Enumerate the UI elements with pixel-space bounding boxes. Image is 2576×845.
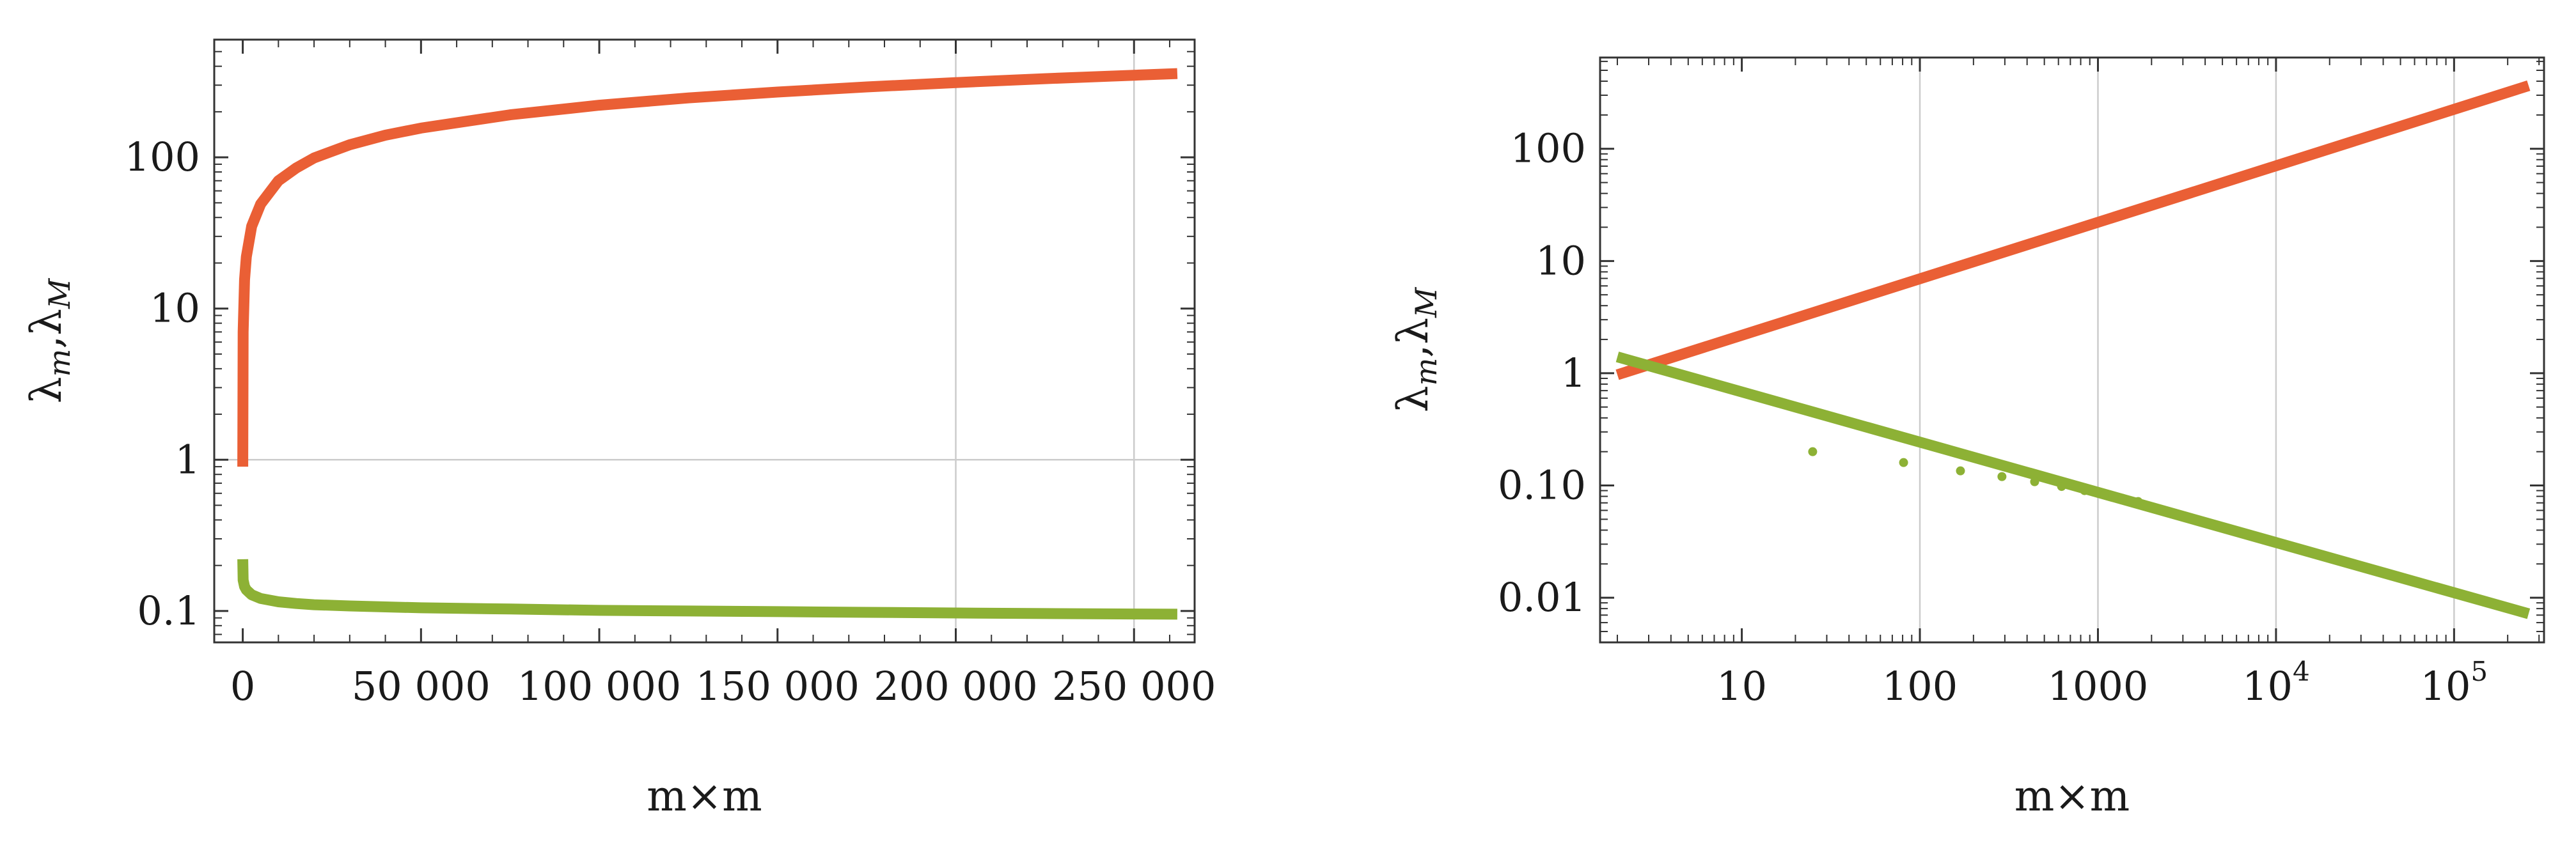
x-tick-label: 10: [1716, 663, 1767, 709]
x-tick-label-text: 10: [2242, 663, 2293, 709]
x-tick-label-text: 50 000: [352, 663, 491, 709]
x-tick-label: 0: [230, 663, 255, 709]
x-tick-label: 100 000: [517, 663, 681, 709]
x-axis-title: m×m: [647, 771, 762, 821]
x-tick-label-text: 0: [230, 663, 255, 709]
x-tick-label-text: 250 000: [1052, 663, 1216, 709]
x-axis-title: m×m: [2014, 771, 2130, 821]
gridlines: [214, 40, 1195, 642]
plot-frame: [213, 38, 1196, 644]
x-tick-label-text: 100 000: [517, 663, 681, 709]
lower-series-point: [2030, 477, 2039, 486]
lower-series-point: [1808, 447, 1818, 456]
y-axis-title-sub-M: M: [42, 277, 77, 309]
y-axis-title-sub-m: m: [1409, 358, 1443, 386]
x-tick-label-text: 100: [1882, 663, 1958, 709]
linear-x-log-y-chart: 0 50 000 100 000 150 000 200 000 250 000 0.1 1…: [22, 38, 1216, 821]
y-tick-label: 10: [150, 285, 200, 332]
lower-series-point: [2133, 497, 2143, 506]
y-axis-title-main-2: λ: [1388, 318, 1438, 345]
upper-series-line: [237, 68, 1178, 467]
y-axis-title-separator: ,: [1388, 345, 1438, 358]
y-axis-title-main: λ: [22, 376, 71, 403]
lower-series-point: [1899, 458, 1908, 467]
tick-marks: [1600, 58, 2544, 643]
plot-frame: [1599, 56, 2545, 644]
y-axis-title: λm,λM: [22, 277, 77, 403]
y-tick-label: 100: [1511, 125, 1586, 172]
x-tick-label: 50 000: [352, 663, 491, 709]
y-axis-title-separator: ,: [22, 336, 71, 349]
x-tick-label-text: 10: [2421, 663, 2471, 709]
x-tick-label: 105: [2421, 656, 2488, 709]
x-tick-label: 250 000: [1052, 663, 1216, 709]
x-tick-label-text: 1000: [2048, 663, 2149, 709]
y-tick-label: 0.10: [1498, 462, 1586, 509]
x-tick-label-text: 10: [1716, 663, 1767, 709]
x-tick-label: 100: [1882, 663, 1958, 709]
series-layer: [237, 68, 1178, 620]
y-tick-label: 10: [1535, 237, 1586, 284]
y-tick-labels: 0.01 0.10 1 10 100: [1498, 125, 1586, 621]
x-tick-labels: 0 50 000 100 000 150 000 200 000 250 000: [230, 663, 1216, 709]
y-axis-title-sub-M: M: [1409, 286, 1443, 318]
y-axis-title-main: λ: [1388, 385, 1438, 412]
y-tick-label: 1: [1561, 350, 1586, 396]
lower-series-point: [2080, 486, 2089, 495]
lower-series-line: [237, 559, 1177, 620]
x-tick-labels: 10 100 1000 104 105: [1716, 656, 2488, 709]
y-tick-label: 0.01: [1498, 574, 1586, 621]
x-tick-label: 104: [2242, 656, 2310, 709]
y-tick-label: 1: [175, 436, 200, 483]
lower-series-point: [1956, 466, 1965, 476]
y-axis-title-sub-m: m: [42, 349, 77, 377]
x-tick-label: 150 000: [696, 663, 860, 709]
lower-series-line: [1615, 352, 2531, 619]
series-layer: [1615, 80, 2531, 619]
x-tick-label-exponent: 4: [2293, 656, 2310, 687]
y-tick-labels: 0.1 1 10 100: [125, 134, 200, 634]
x-tick-label-text: 200 000: [874, 663, 1037, 709]
lower-series-point: [2117, 493, 2127, 503]
y-tick-label: 100: [125, 134, 200, 180]
y-axis-title-main-2: λ: [22, 309, 71, 336]
lower-series-point: [1997, 472, 2007, 481]
x-tick-label: 1000: [2048, 663, 2149, 709]
y-tick-label: 0.1: [137, 587, 200, 634]
x-tick-label: 200 000: [874, 663, 1037, 709]
x-tick-label-exponent: 5: [2470, 656, 2488, 687]
tick-marks: [214, 39, 1195, 642]
lower-series-point: [2057, 482, 2066, 492]
x-tick-label-text: 150 000: [696, 663, 860, 709]
y-axis-title: λm,λM: [1388, 286, 1443, 412]
upper-series-line: [1615, 80, 2531, 380]
lower-series-point: [2100, 490, 2109, 499]
